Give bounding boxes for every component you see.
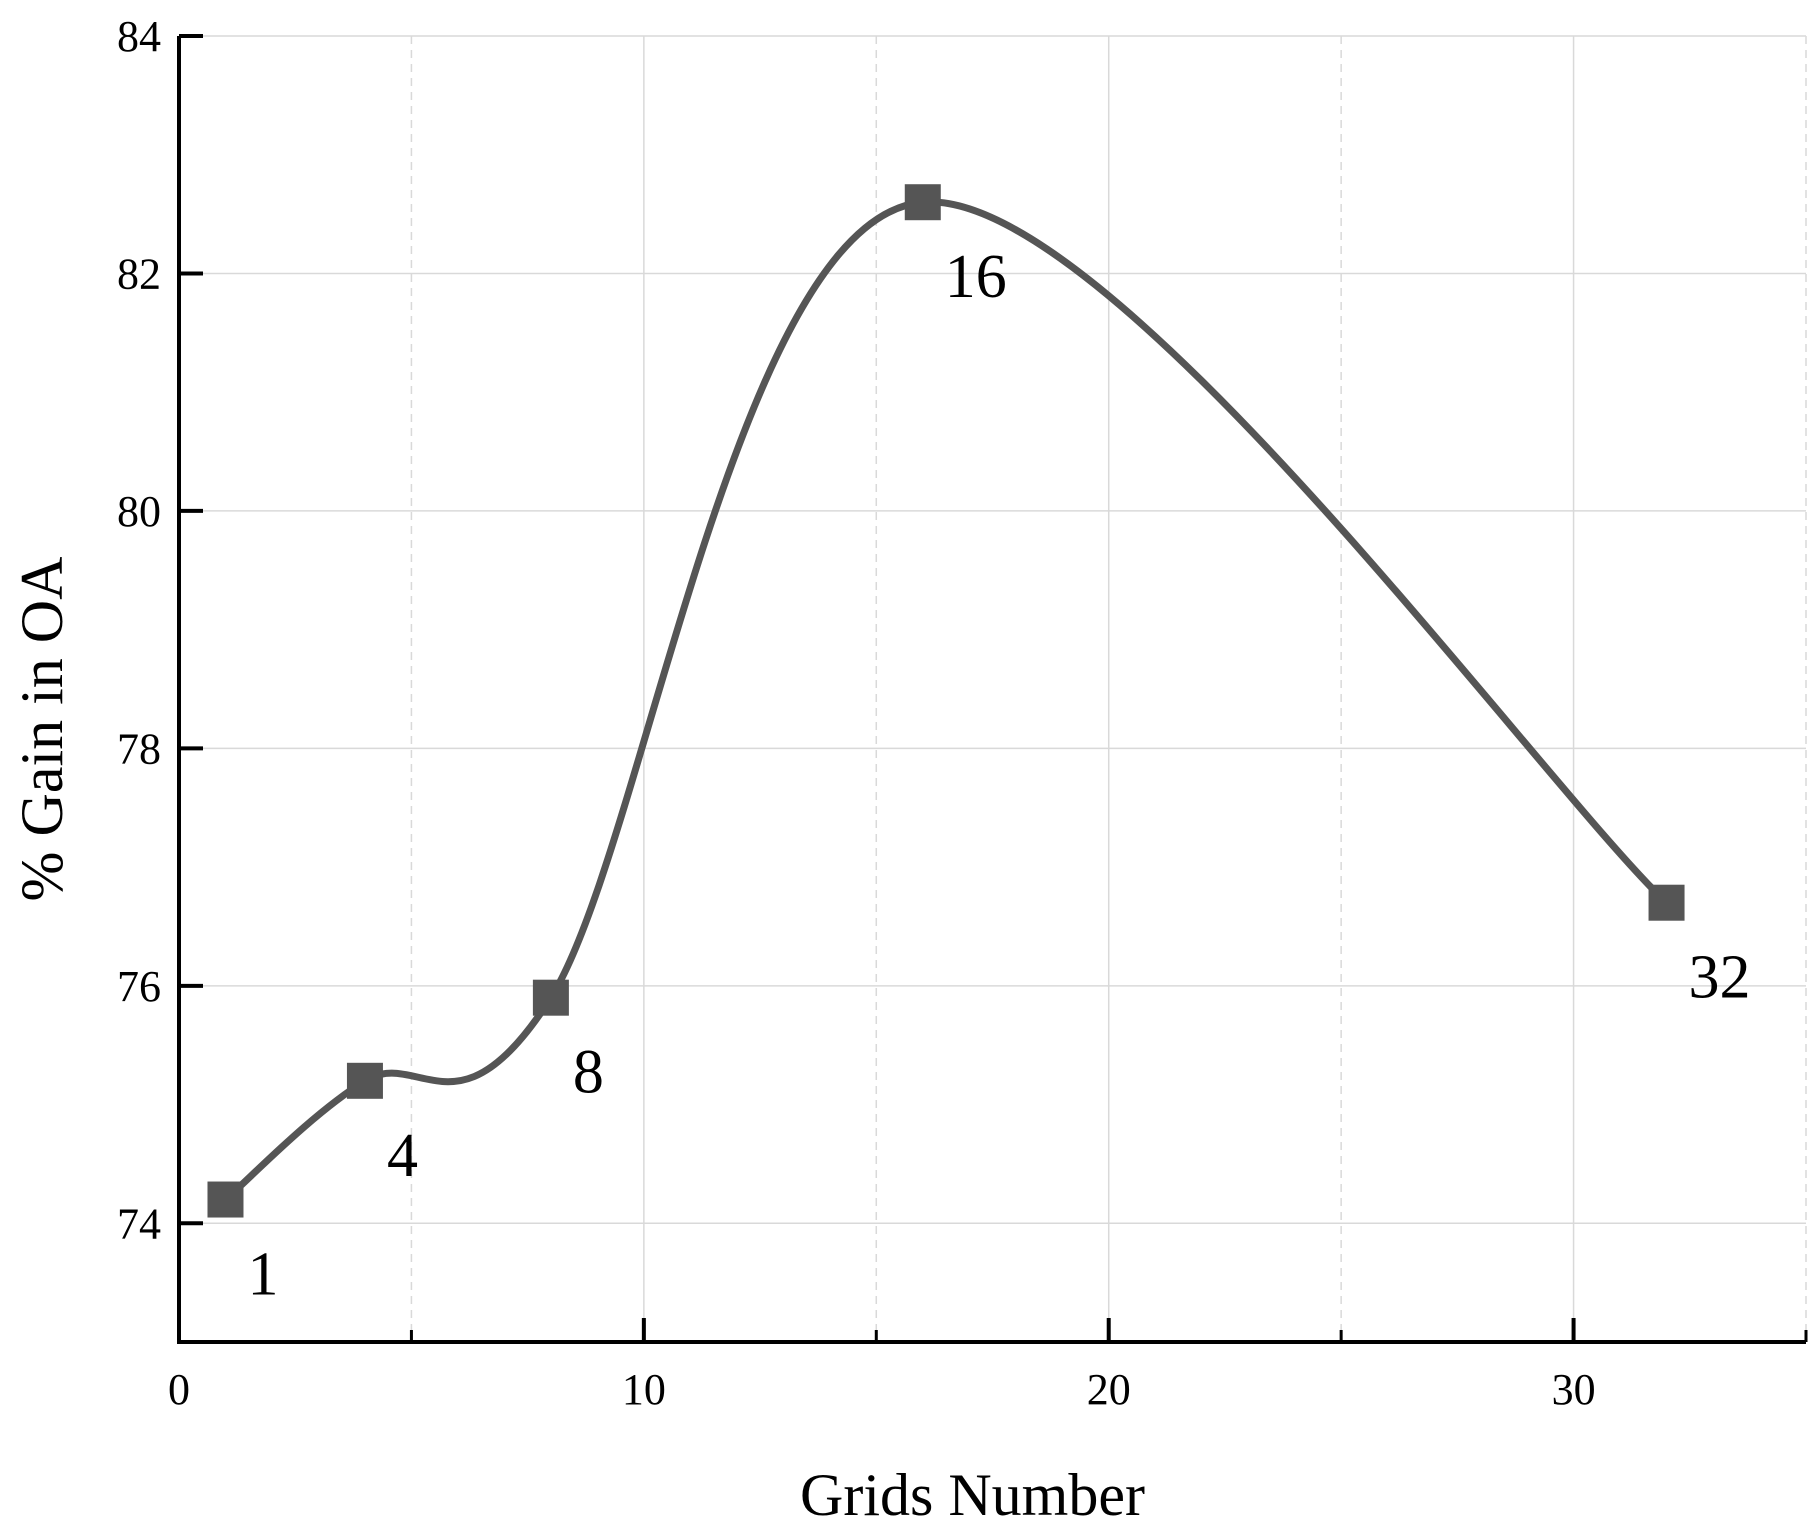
series-marker bbox=[904, 184, 941, 221]
labels-layer: 1 4 8 16 32 bbox=[247, 243, 1750, 1308]
grid-layer bbox=[179, 35, 1807, 1342]
series-line bbox=[221, 198, 1671, 1204]
axes-layer bbox=[177, 36, 1806, 1344]
y-tick-label: 76 bbox=[117, 962, 161, 1011]
y-tick-label: 84 bbox=[117, 12, 161, 61]
x-tick-label: 30 bbox=[1552, 1365, 1596, 1414]
series-marker bbox=[1648, 884, 1685, 921]
series-layer bbox=[207, 184, 1685, 1218]
x-axis-title: Grids Number bbox=[800, 1462, 1145, 1528]
point-label: 4 bbox=[387, 1122, 418, 1190]
x-tick-label: 10 bbox=[622, 1365, 666, 1414]
y-tick-label: 78 bbox=[117, 724, 161, 773]
x-tick-label: 20 bbox=[1087, 1365, 1131, 1414]
series-marker bbox=[346, 1062, 383, 1099]
point-label: 1 bbox=[247, 1241, 278, 1309]
y-tick-label: 74 bbox=[117, 1199, 161, 1248]
y-tick-label: 80 bbox=[117, 487, 161, 536]
series-marker bbox=[532, 979, 569, 1016]
point-label: 16 bbox=[945, 243, 1007, 311]
y-axis-title: % Gain in OA bbox=[9, 557, 75, 902]
x-tick-label: 0 bbox=[168, 1365, 190, 1414]
series-marker bbox=[207, 1181, 244, 1218]
y-tick-label: 82 bbox=[117, 249, 161, 298]
point-label: 8 bbox=[573, 1039, 604, 1107]
point-label: 32 bbox=[1689, 944, 1751, 1012]
